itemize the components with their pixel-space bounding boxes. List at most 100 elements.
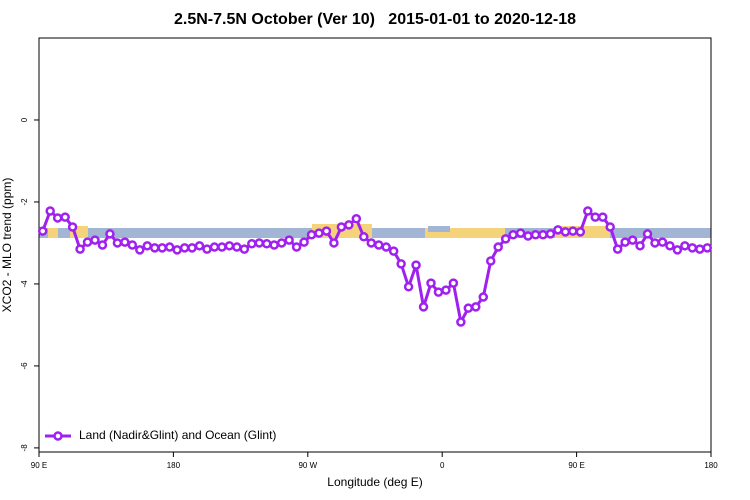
data-point: [142, 241, 153, 251]
data-point: [269, 240, 279, 250]
data-point: [426, 278, 436, 288]
data-point: [448, 278, 459, 288]
data-point: [306, 230, 317, 240]
ocean-band: [39, 228, 711, 238]
data-point: [224, 241, 235, 251]
data-point: [530, 230, 541, 240]
data-point: [359, 232, 369, 242]
y-tick-label: -8: [20, 444, 29, 452]
data-point: [149, 243, 160, 253]
data-point: [441, 285, 451, 295]
data-point: [344, 220, 354, 230]
data-point: [642, 229, 653, 239]
data-point: [650, 238, 660, 248]
data-point: [351, 214, 362, 224]
data-point: [515, 228, 526, 238]
legend-marker: [53, 431, 63, 441]
data-point: [456, 317, 466, 327]
data-point: [583, 206, 593, 216]
data-point: [299, 237, 309, 247]
data-point: [605, 222, 615, 232]
data-point: [254, 238, 265, 248]
legend-label: Land (Nadir&Glint) and Ocean (Glint): [79, 428, 276, 442]
data-point: [164, 242, 175, 252]
data-point: [553, 225, 563, 235]
x-tick-label: 180: [704, 461, 718, 470]
data-point: [635, 241, 645, 251]
x-tick-label: 180: [167, 461, 181, 470]
data-point: [568, 226, 578, 236]
data-point: [538, 230, 548, 240]
x-tick-label: 90 E: [31, 461, 47, 470]
data-point: [232, 242, 242, 252]
data-point: [261, 239, 272, 249]
data-point: [396, 259, 406, 269]
land-patch: [48, 228, 58, 238]
data-point: [381, 242, 391, 252]
data-point: [321, 226, 332, 236]
data-point: [545, 229, 556, 239]
data-point: [523, 231, 533, 241]
data-point: [560, 227, 571, 237]
data-point: [75, 244, 85, 254]
y-tick-label: -2: [20, 198, 29, 206]
data-point: [418, 302, 429, 312]
data-point: [52, 213, 63, 223]
data-point: [284, 235, 294, 245]
data-point: [97, 240, 108, 250]
data-point: [493, 242, 503, 252]
data-point: [665, 241, 675, 251]
data-point: [314, 228, 324, 238]
data-point: [680, 241, 690, 251]
y-tick-label: -6: [20, 362, 29, 370]
x-tick-label: 90 W: [298, 461, 317, 470]
data-point: [120, 237, 130, 247]
data-point: [37, 226, 48, 236]
data-point: [500, 234, 511, 244]
data-point: [172, 245, 182, 255]
data-point: [657, 237, 668, 247]
data-point: [90, 235, 100, 245]
data-point: [373, 240, 384, 250]
data-point: [157, 243, 167, 253]
data-point: [366, 238, 377, 248]
data-point: [194, 241, 205, 251]
data-point: [575, 227, 586, 237]
data-point: [239, 244, 250, 254]
data-point: [112, 238, 123, 248]
data-point: [187, 243, 197, 253]
data-point: [695, 244, 705, 254]
y-tick-label: -4: [20, 280, 29, 288]
data-point: [67, 222, 78, 232]
data-point: [403, 282, 414, 292]
y-axis-label: XCO2 - MLO trend (ppm): [0, 178, 14, 313]
data-point: [336, 222, 347, 232]
data-point: [687, 243, 698, 253]
data-point: [597, 212, 608, 222]
data-point: [612, 244, 623, 254]
data-point: [247, 239, 257, 249]
data-point: [179, 243, 190, 253]
data-point: [45, 206, 55, 216]
data-point: [478, 292, 489, 302]
data-point: [127, 240, 138, 250]
data-point: [627, 235, 638, 245]
data-point: [276, 238, 287, 248]
data-point: [411, 260, 421, 270]
data-point: [329, 238, 339, 248]
data-point: [508, 230, 518, 240]
data-point: [471, 302, 481, 312]
ocean-patch: [428, 226, 450, 232]
data-point: [672, 245, 683, 255]
x-axis-label: Longitude (deg E): [327, 475, 422, 489]
data-point: [433, 287, 444, 297]
data-point: [463, 303, 474, 313]
y-tick-label: 0: [20, 117, 29, 122]
data-point: [60, 212, 70, 222]
x-tick-label: 0: [440, 461, 445, 470]
data-point: [291, 242, 302, 252]
data-point: [485, 256, 496, 266]
land-patch: [425, 228, 505, 238]
data-point: [202, 244, 212, 254]
